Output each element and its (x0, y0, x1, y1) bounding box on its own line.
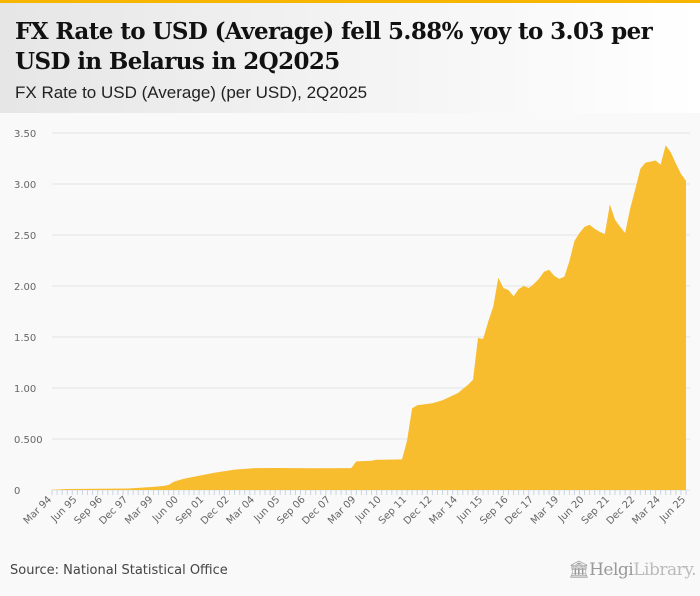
source-note: Source: National Statistical Office (10, 563, 228, 578)
header: FX Rate to USD (Average) fell 5.88% yoy … (0, 3, 700, 113)
x-tick-label: Mar 99 (123, 494, 155, 526)
y-tick-label: 3.50 (14, 129, 36, 140)
x-tick-label: Mar 94 (22, 494, 54, 526)
helgi-library-logo: 🏛HelgiLibrary. (568, 560, 696, 580)
area-series (52, 145, 686, 490)
y-tick-label: 2.00 (14, 282, 36, 293)
accent-bar (0, 0, 700, 3)
x-tick-label: Mar 14 (428, 494, 460, 526)
x-tick-label: Mar 09 (326, 494, 358, 526)
y-tick-label: 1.00 (14, 384, 36, 395)
area-chart: 0 0.500 1.00 1.50 2.00 2.50 3.00 3.50 Mar 94 Jun … (14, 129, 690, 527)
logo-icon: 🏛 (568, 560, 590, 580)
chart-headline: FX Rate to USD (Average) fell 5.88% yoy … (15, 18, 653, 75)
y-tick-label: 0 (14, 486, 20, 497)
chart-subtitle: FX Rate to USD (Average) (per USD), 2Q20… (15, 83, 368, 102)
x-tick-label: Mar 24 (630, 494, 662, 526)
y-tick-label: 1.50 (14, 333, 36, 344)
x-tick-label: Mar 19 (529, 494, 561, 526)
y-tick-label: 3.00 (14, 180, 36, 191)
y-tick-label: 0.500 (14, 435, 43, 446)
x-tick-label: Jun 25 (657, 494, 688, 525)
y-tick-label: 2.50 (14, 231, 36, 242)
x-tick-label: Mar 04 (225, 494, 257, 526)
